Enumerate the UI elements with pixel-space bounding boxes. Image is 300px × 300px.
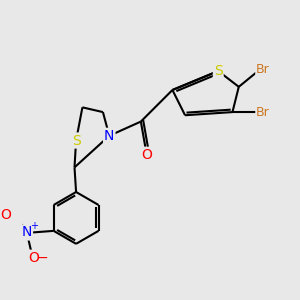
Text: Br: Br — [256, 63, 270, 76]
Text: N: N — [22, 226, 32, 239]
Text: +: + — [30, 220, 38, 230]
Text: O: O — [142, 148, 153, 162]
Text: S: S — [214, 64, 223, 78]
Text: N: N — [104, 129, 114, 143]
Text: −: − — [37, 251, 48, 265]
Text: Br: Br — [256, 106, 270, 118]
Text: O: O — [28, 251, 40, 265]
Text: O: O — [0, 208, 11, 222]
Text: S: S — [72, 134, 80, 148]
